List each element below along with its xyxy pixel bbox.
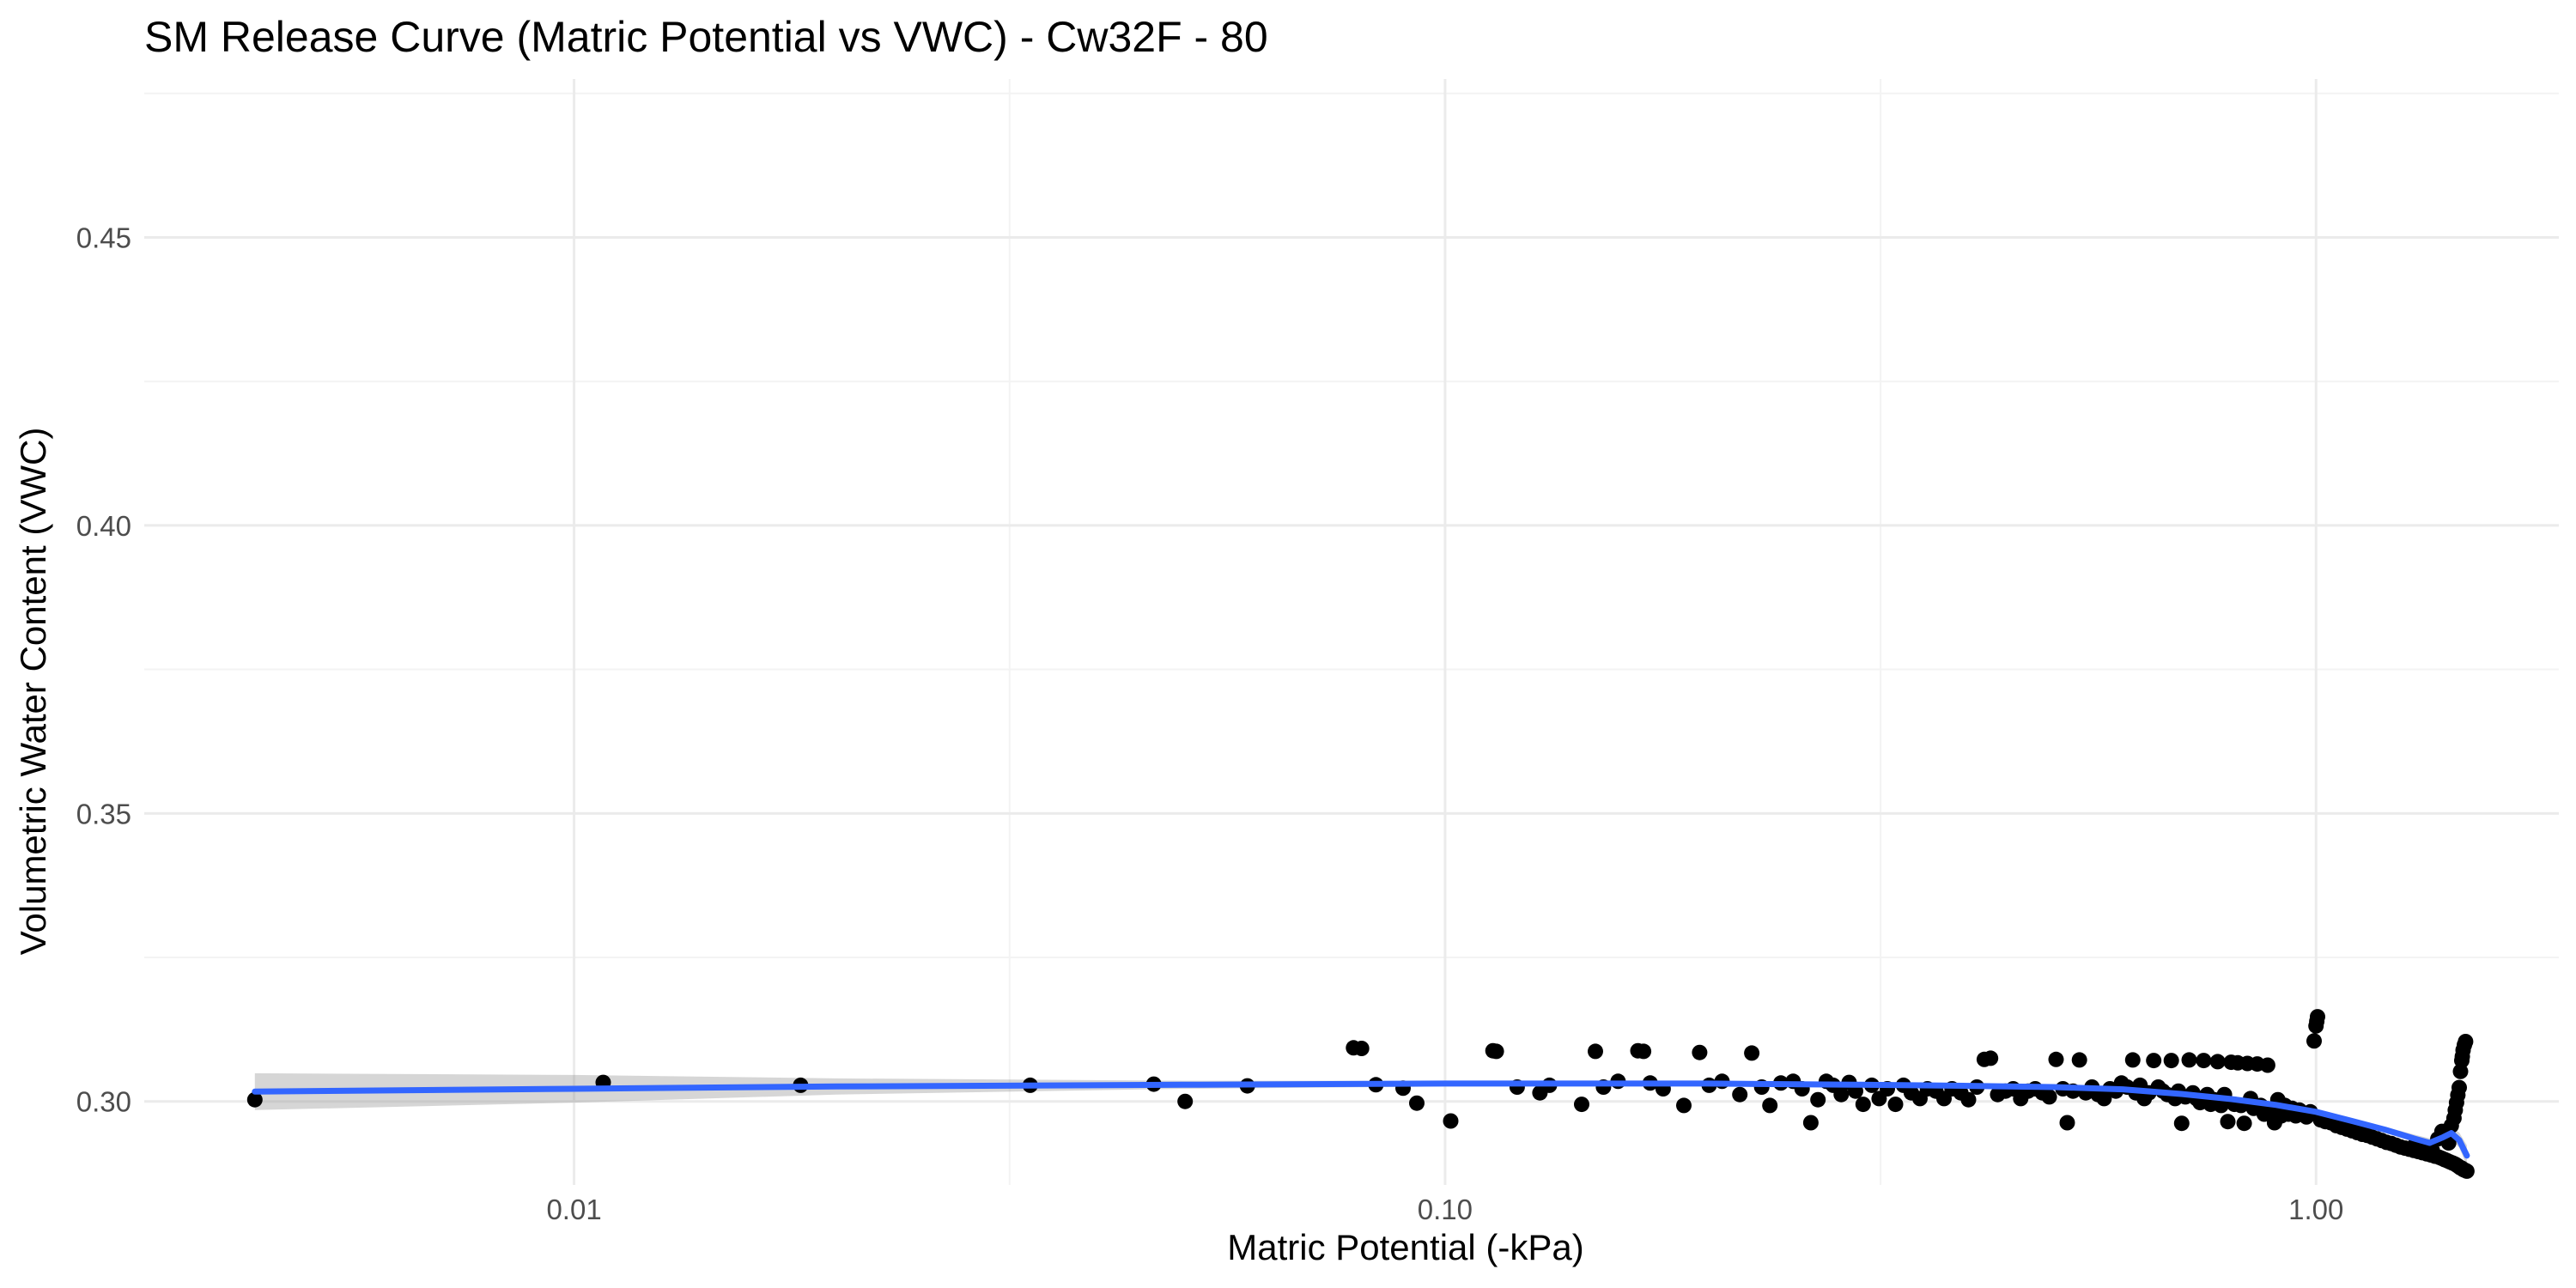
- confidence-ribbon-layer: [254, 1072, 2467, 1166]
- data-point: [1960, 1091, 1977, 1108]
- y-axis-title: Volumetric Water Content (VWC): [13, 428, 53, 956]
- x-tick-label: 0.10: [1418, 1194, 1473, 1225]
- data-point: [2451, 1079, 2467, 1096]
- data-point: [1443, 1113, 1459, 1129]
- data-point: [1488, 1043, 1504, 1060]
- data-point: [2454, 1048, 2470, 1065]
- y-tick-label: 0.45: [76, 222, 131, 253]
- y-tick-label: 0.40: [76, 510, 131, 542]
- data-point: [2146, 1053, 2162, 1069]
- data-point: [2071, 1052, 2087, 1068]
- data-point: [1855, 1097, 1871, 1113]
- data-point: [2259, 1057, 2275, 1073]
- y-tick-label: 0.35: [76, 798, 131, 829]
- data-point: [246, 1091, 263, 1108]
- data-point: [1676, 1097, 1692, 1114]
- data-point: [1353, 1041, 1370, 1056]
- grid: [144, 79, 2559, 1185]
- data-point: [1692, 1044, 1708, 1060]
- data-point: [2310, 1009, 2325, 1025]
- data-point: [2196, 1053, 2212, 1069]
- confidence-ribbon: [254, 1072, 2467, 1166]
- x-axis-title: Matric Potential (-kPa): [1227, 1227, 1583, 1267]
- data-point: [2458, 1163, 2475, 1179]
- data-point: [2173, 1115, 2190, 1132]
- data-point: [2209, 1054, 2226, 1070]
- data-point: [2424, 1142, 2440, 1158]
- data-point: [2059, 1115, 2075, 1131]
- data-point: [1636, 1043, 1652, 1060]
- data-point: [1177, 1093, 1194, 1109]
- data-point: [1810, 1091, 1826, 1108]
- data-point: [2163, 1053, 2179, 1069]
- data-point: [1409, 1095, 1425, 1111]
- data-point: [2458, 1034, 2474, 1049]
- data-point: [2048, 1051, 2064, 1067]
- data-point: [2041, 1089, 2057, 1105]
- data-point: [1983, 1050, 1999, 1066]
- data-point: [1802, 1115, 1819, 1131]
- smooth-line-layer: [252, 1080, 2470, 1159]
- chart-title: SM Release Curve (Matric Potential vs VW…: [144, 13, 1268, 61]
- y-tick-label: 0.30: [76, 1086, 131, 1118]
- data-point: [2236, 1115, 2252, 1132]
- tick-labels: 0.01 0.10 1.00 0.30 0.35 0.40 0.45: [76, 222, 2344, 1225]
- x-tick-label: 0.01: [546, 1194, 601, 1225]
- data-point: [1574, 1097, 1589, 1113]
- data-point: [1588, 1043, 1603, 1060]
- x-tick-label: 1.00: [2288, 1194, 2343, 1225]
- data-point: [1732, 1086, 1748, 1103]
- data-point: [1762, 1097, 1778, 1114]
- data-point: [2306, 1033, 2322, 1049]
- data-point: [1833, 1086, 1850, 1103]
- data-point: [2181, 1052, 2197, 1068]
- data-point: [1744, 1045, 1760, 1061]
- smooth-line: [252, 1080, 2470, 1159]
- data-point: [2124, 1052, 2141, 1068]
- data-point: [1887, 1097, 1904, 1113]
- data-point: [2220, 1114, 2236, 1130]
